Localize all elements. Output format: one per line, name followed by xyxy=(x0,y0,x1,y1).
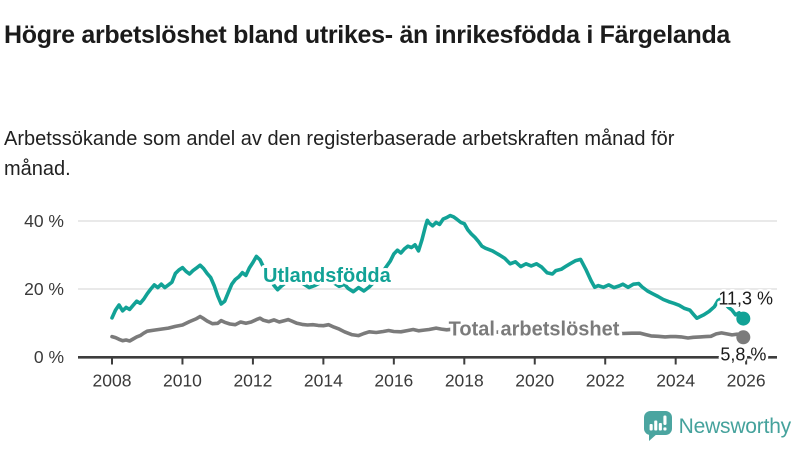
newsworthy-branding: Newsworthy xyxy=(643,411,792,442)
x-tick-label: 2018 xyxy=(445,371,484,391)
x-tick-label: 2026 xyxy=(727,371,766,391)
brand-name: Newsworthy xyxy=(678,414,792,438)
page-title: Högre arbetslöshet bland utrikes- än inr… xyxy=(4,20,731,49)
y-tick-label: 20 % xyxy=(24,279,64,299)
series-name-label-0: Utlandsfödda xyxy=(263,265,392,287)
x-tick-label: 2022 xyxy=(586,371,625,391)
chart-description: Arbetssökande som andel av den registerb… xyxy=(4,128,675,180)
end-value-label-1: 5,8 % xyxy=(720,344,766,364)
x-tick-label: 2014 xyxy=(304,371,343,391)
end-value-label-0: 11,3 % xyxy=(718,289,773,309)
series-end-dot-1 xyxy=(736,330,751,345)
x-tick-label: 2010 xyxy=(163,371,202,391)
x-tick-label: 2008 xyxy=(93,371,132,391)
series-line-0 xyxy=(110,213,746,321)
x-tick-label: 2016 xyxy=(374,371,413,391)
x-tick-label: 2024 xyxy=(656,371,695,391)
y-tick-label: 0 % xyxy=(34,347,64,367)
bar-chart-speech-bubble-icon xyxy=(643,411,672,441)
y-tick-label: 40 % xyxy=(24,211,64,231)
series-end-dot-0 xyxy=(736,311,751,326)
series-line-1 xyxy=(110,314,746,343)
x-tick-label: 2012 xyxy=(233,371,272,391)
series-name-label-1: Total arbetslöshet xyxy=(449,319,620,341)
x-tick-label: 2020 xyxy=(515,371,554,391)
